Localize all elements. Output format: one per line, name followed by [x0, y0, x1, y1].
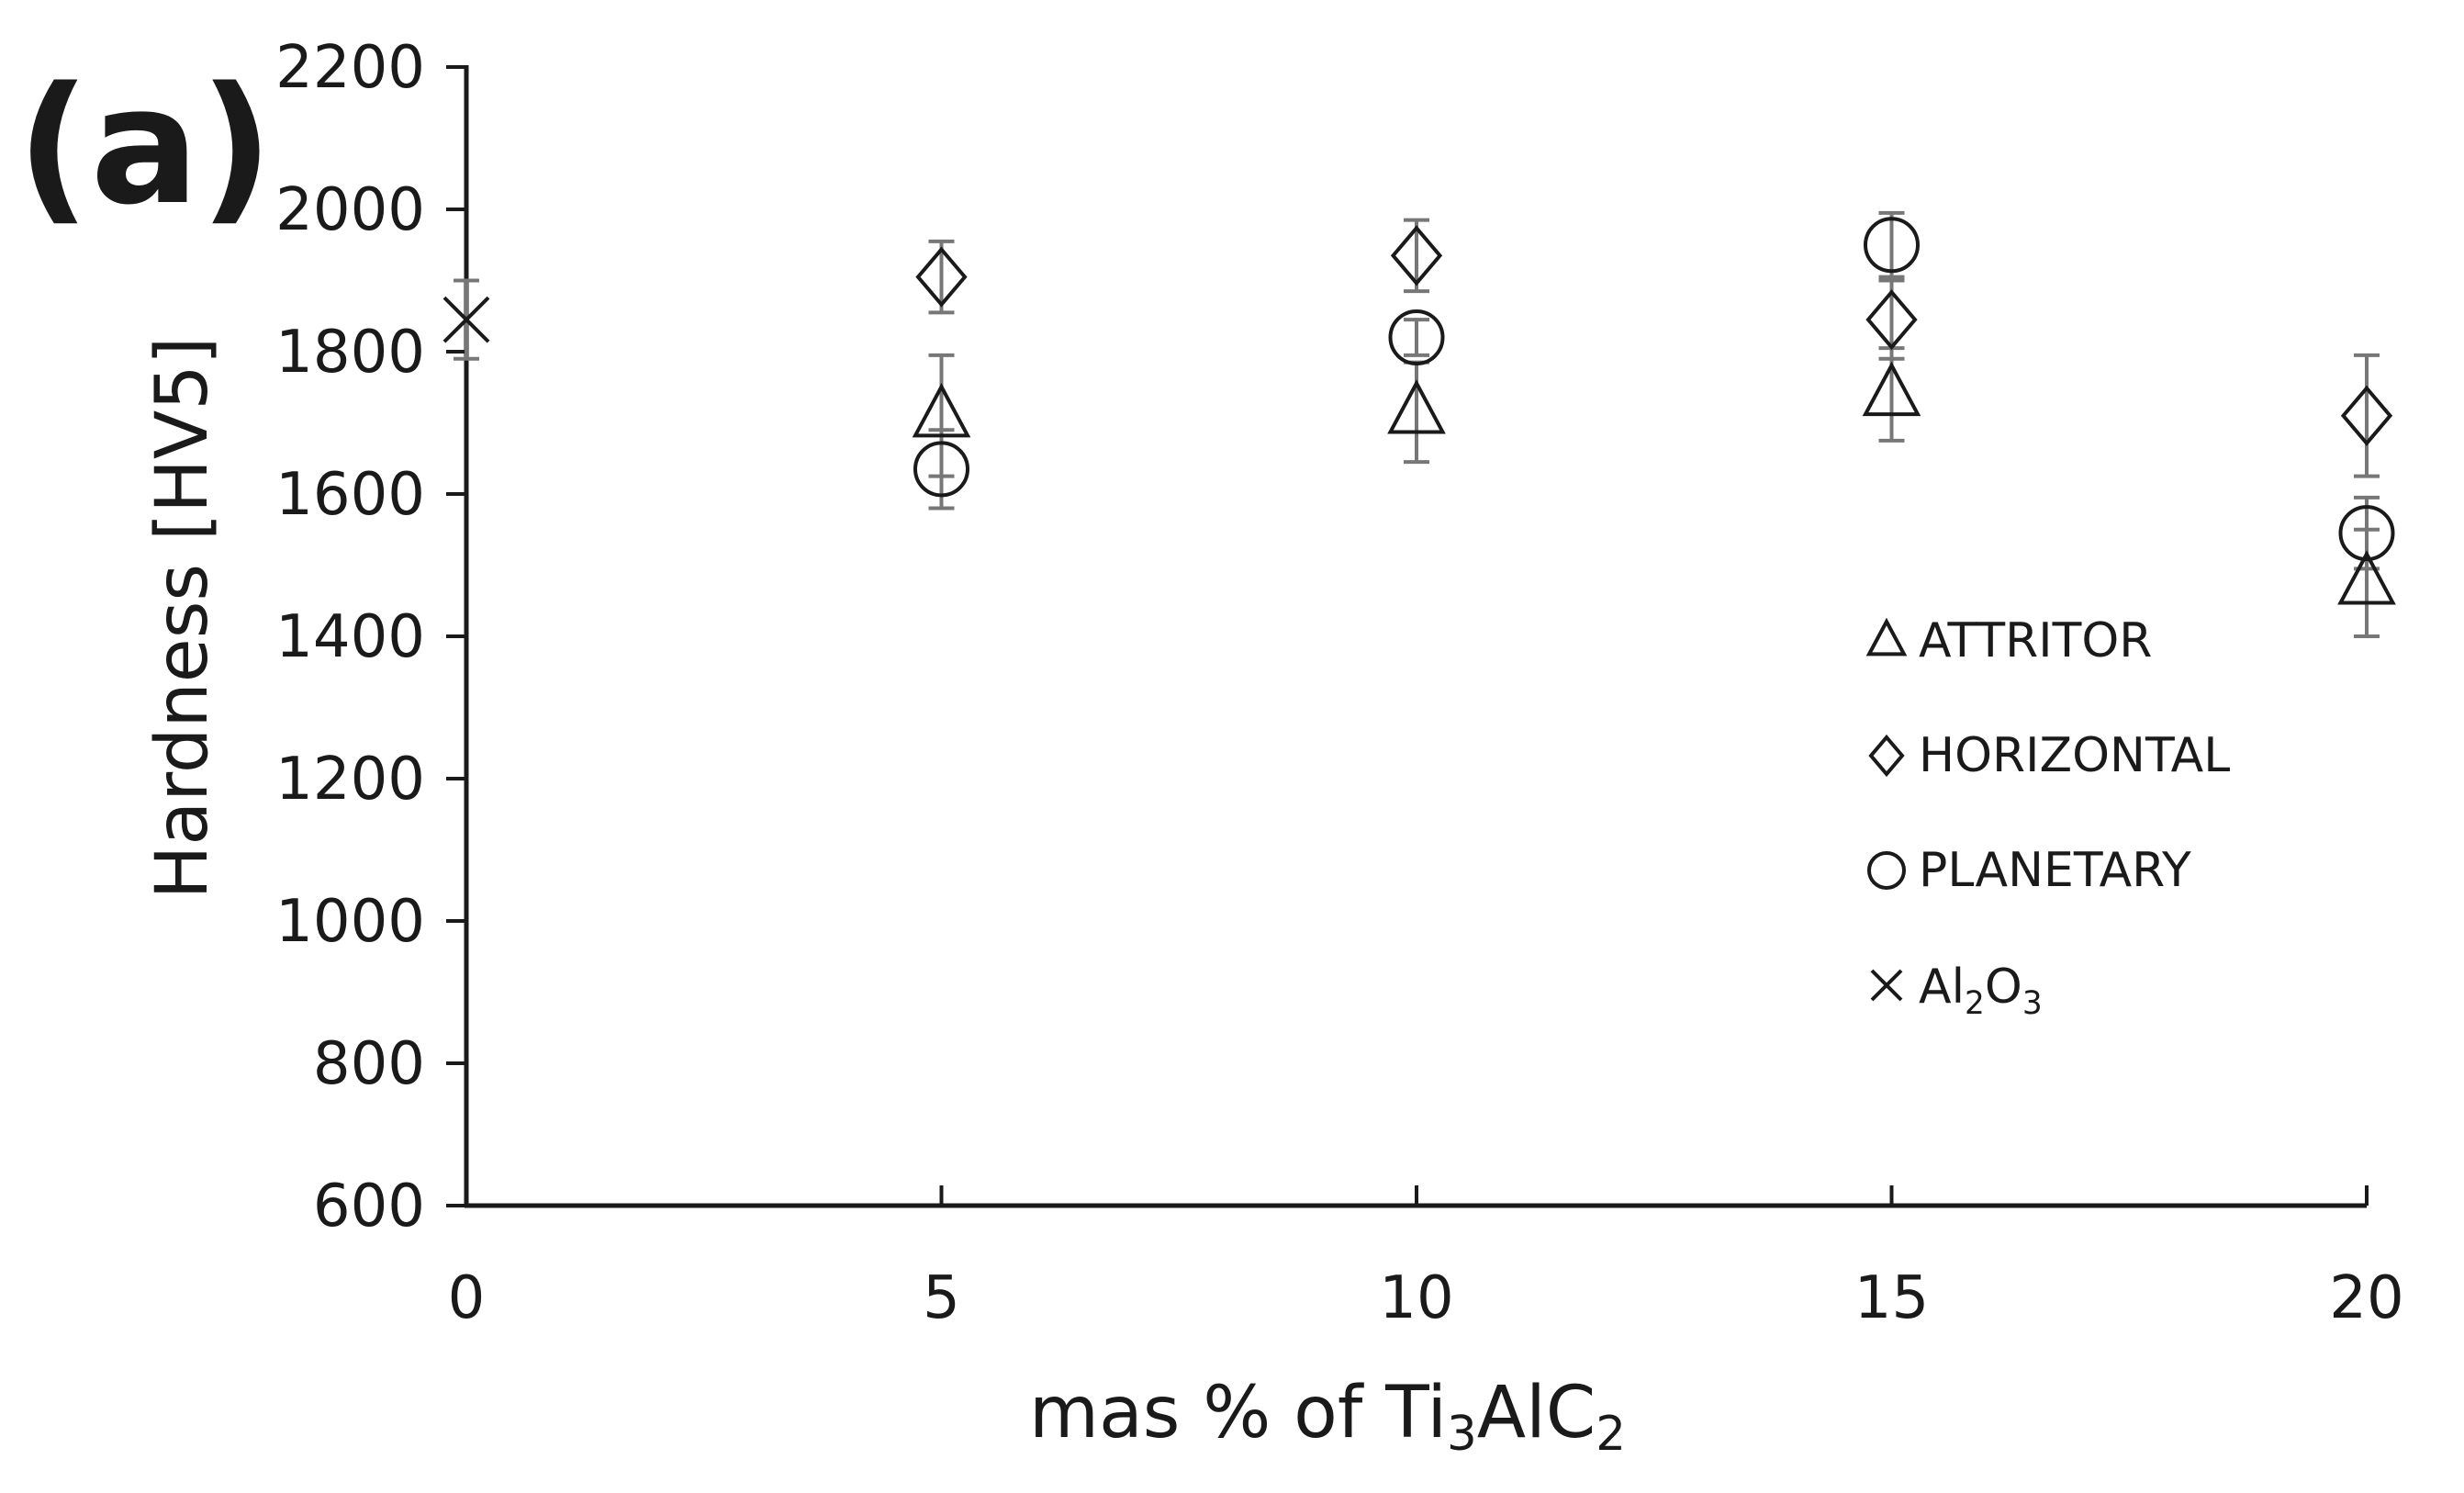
- y-tick-label: 1600: [275, 461, 425, 529]
- y-axis-title: Hardness [HV5]: [141, 337, 224, 900]
- legend-label-planetary: PLANETARY: [1919, 843, 2191, 898]
- x-axis-title-sub2: 2: [1596, 1407, 1626, 1462]
- error-bars: [454, 210, 2380, 638]
- legend-al2o3-part-a: Al: [1919, 960, 1965, 1015]
- point-triangle: [912, 383, 971, 438]
- point-diamond: [2340, 385, 2393, 446]
- legend-al2o3-sub1: 2: [1965, 985, 1985, 1022]
- x-tick-label: 10: [1379, 1264, 1453, 1332]
- point-circle: [1864, 217, 1920, 274]
- point-diamond: [915, 246, 968, 308]
- point-triangle: [2337, 550, 2396, 605]
- legend-marker-diamond: [1868, 734, 1905, 778]
- x-axis-ticks: 0 5 10 15 20: [448, 1185, 2404, 1332]
- point-diamond: [1390, 225, 1443, 286]
- point-circle: [1388, 309, 1445, 365]
- y-tick-label: 600: [313, 1173, 425, 1240]
- y-tick-label: 800: [313, 1030, 425, 1098]
- legend-marker-triangle: [1865, 617, 1908, 657]
- y-tick-label: 1800: [275, 319, 425, 387]
- legend-marker-cross: [1870, 969, 1903, 1002]
- x-axis-title-sub1: 3: [1447, 1407, 1477, 1462]
- legend-markers: [1865, 617, 1908, 1002]
- x-axis-title-mid: AlC: [1477, 1372, 1596, 1454]
- legend-al2o3-part-b: O: [1985, 960, 2022, 1015]
- legend-label-attritor: ATTRITOR: [1919, 613, 2152, 668]
- y-tick-label: 1200: [275, 746, 425, 814]
- data-points: [442, 217, 2396, 605]
- x-tick-label: 0: [448, 1264, 486, 1332]
- point-diamond: [1865, 289, 1918, 351]
- legend: ATTRITOR HORIZONTAL PLANETARY Al2O3: [1865, 613, 2230, 1022]
- y-tick-label: 1000: [275, 888, 425, 956]
- x-tick-label: 20: [2329, 1264, 2403, 1332]
- y-axis-ticks: 600 800 1000 1200 1400 1600 1800 2000 2200: [275, 34, 466, 1240]
- point-triangle: [1387, 379, 1446, 434]
- legend-marker-circle: [1867, 851, 1906, 890]
- x-tick-label: 5: [923, 1264, 960, 1332]
- point-cross: [442, 296, 490, 343]
- point-triangle: [1862, 361, 1921, 417]
- legend-al2o3-sub2: 3: [2022, 985, 2043, 1022]
- panel-label: (a): [17, 52, 274, 241]
- y-tick-label: 1400: [275, 603, 425, 671]
- x-tick-label: 15: [1854, 1264, 1929, 1332]
- y-tick-label: 2000: [275, 176, 425, 244]
- legend-label-horizontal: HORIZONTAL: [1919, 728, 2230, 783]
- point-circle: [2338, 505, 2395, 562]
- y-tick-label: 2200: [275, 34, 425, 102]
- x-axis-title-main: mas % of Ti: [1029, 1372, 1447, 1454]
- legend-label-al2o3: Al2O3: [1919, 960, 2043, 1022]
- x-axis-title: mas % of Ti3AlC2: [1029, 1372, 1626, 1462]
- point-circle: [913, 441, 969, 498]
